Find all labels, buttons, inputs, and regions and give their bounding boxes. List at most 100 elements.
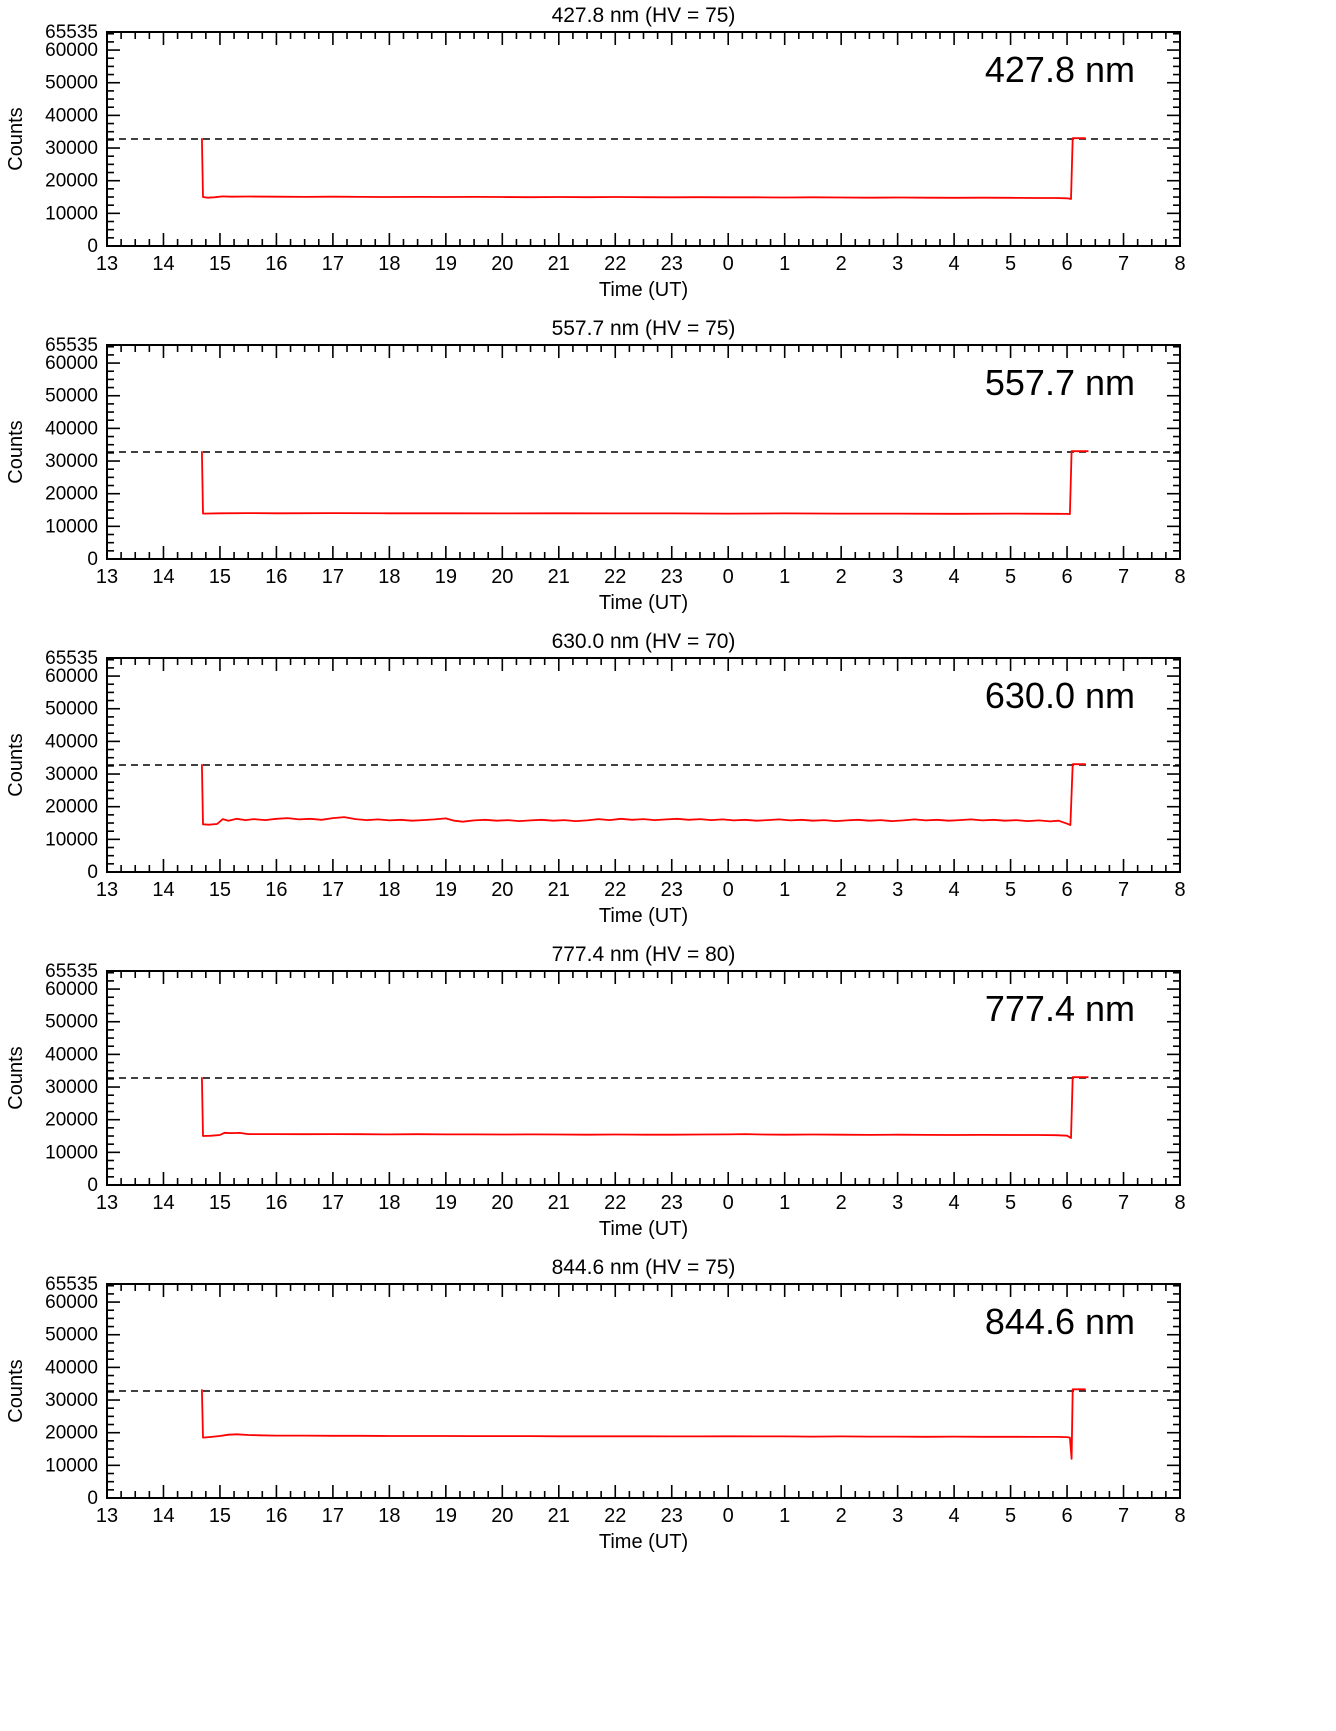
y-tick-label: 50000: [45, 73, 98, 94]
x-tick-label: 6: [1061, 879, 1072, 901]
x-tick-label: 18: [378, 253, 400, 275]
x-tick-label: 22: [604, 1192, 626, 1214]
x-tick-label: 16: [265, 879, 287, 901]
x-tick-label: 5: [1005, 879, 1016, 901]
x-tick-label: 4: [949, 566, 960, 588]
x-tick-label: 23: [661, 879, 683, 901]
x-tick-label: 7: [1118, 253, 1129, 275]
x-tick-label: 14: [152, 1505, 174, 1527]
chart-panel-630-0nm: 0 10000 20000 30000 40000 50000 60000 65535 13 14…: [0, 626, 1336, 939]
trace-line: [201, 763, 1086, 826]
y-tick-label: 20000: [45, 484, 98, 505]
x-tick-label: 3: [892, 1192, 903, 1214]
x-tick-label: 7: [1118, 566, 1129, 588]
y-tick-label: 20000: [45, 171, 98, 192]
x-tick-label: 19: [435, 1192, 457, 1214]
x-tick-label: 3: [892, 253, 903, 275]
wavelength-label: 427.8 nm: [985, 49, 1135, 90]
x-tick-label: 23: [661, 1505, 683, 1527]
x-tick-label: 0: [723, 566, 734, 588]
y-tick-label: 30000: [45, 1390, 98, 1411]
x-tick-label: 2: [836, 879, 847, 901]
x-tick-label: 19: [435, 253, 457, 275]
trace-line: [201, 450, 1089, 516]
x-tick-label: 19: [435, 1505, 457, 1527]
x-tick-label: 7: [1118, 1505, 1129, 1527]
y-tick-label: 60000: [45, 979, 98, 1000]
chart-panel-557-7nm: 0 10000 20000 30000 40000 50000 60000 65535 13 14…: [0, 313, 1336, 626]
y-axis-label: Counts: [5, 1359, 27, 1422]
x-tick-label: 22: [604, 253, 626, 275]
y-tick-label: 40000: [45, 105, 98, 126]
x-tick-label: 17: [322, 879, 344, 901]
x-tick-label: 3: [892, 566, 903, 588]
x-tick-label: 17: [322, 1505, 344, 1527]
x-axis-label: Time (UT): [599, 1218, 688, 1240]
x-tick-label: 17: [322, 253, 344, 275]
y-tick-label: 65535: [45, 1274, 98, 1295]
y-tick-label: 60000: [45, 40, 98, 61]
panel-title: 557.7 nm (HV = 75): [552, 317, 736, 340]
x-tick-label: 20: [491, 1192, 513, 1214]
x-tick-label: 1: [779, 879, 790, 901]
y-tick-label: 0: [87, 1488, 98, 1509]
x-tick-label: 8: [1174, 1505, 1185, 1527]
x-axis-label: Time (UT): [599, 592, 688, 614]
y-axis-label: Counts: [5, 1046, 27, 1109]
y-tick-label: 20000: [45, 1110, 98, 1131]
x-tick-label: 1: [779, 566, 790, 588]
y-tick-label: 40000: [45, 418, 98, 439]
x-tick-label: 15: [209, 1505, 231, 1527]
y-tick-label: 10000: [45, 829, 98, 850]
y-tick-label: 10000: [45, 516, 98, 537]
x-tick-label: 21: [548, 1192, 570, 1214]
x-tick-label: 0: [723, 1192, 734, 1214]
x-tick-label: 13: [96, 253, 118, 275]
x-tick-label: 8: [1174, 253, 1185, 275]
x-tick-label: 13: [96, 879, 118, 901]
chart-panel-427-8nm: 0 10000 20000 30000 40000 50000 60000 65535 13 14…: [0, 0, 1336, 313]
x-tick-label: 22: [604, 566, 626, 588]
chart-panel-777-4nm: 0 10000 20000 30000 40000 50000 60000 65535 13 14…: [0, 939, 1336, 1252]
x-tick-label: 19: [435, 566, 457, 588]
y-tick-label: 40000: [45, 1357, 98, 1378]
wavelength-label: 557.7 nm: [985, 362, 1135, 403]
y-tick-label: 30000: [45, 138, 98, 159]
x-tick-label: 2: [836, 566, 847, 588]
x-tick-label: 8: [1174, 566, 1185, 588]
x-tick-label: 5: [1005, 253, 1016, 275]
x-tick-label: 3: [892, 879, 903, 901]
x-axis-label: Time (UT): [599, 1531, 688, 1553]
y-tick-label: 60000: [45, 666, 98, 687]
x-tick-label: 4: [949, 1505, 960, 1527]
y-tick-label: 40000: [45, 731, 98, 752]
x-tick-label: 23: [661, 566, 683, 588]
x-tick-label: 13: [96, 1192, 118, 1214]
x-tick-label: 16: [265, 566, 287, 588]
y-tick-label: 10000: [45, 203, 98, 224]
x-tick-label: 20: [491, 253, 513, 275]
y-tick-label: 40000: [45, 1044, 98, 1065]
y-axis-label: Counts: [5, 733, 27, 796]
y-tick-label: 50000: [45, 699, 98, 720]
panel-title: 844.6 nm (HV = 75): [552, 1256, 736, 1279]
x-tick-label: 1: [779, 1192, 790, 1214]
panel-title: 630.0 nm (HV = 70): [552, 630, 736, 653]
x-tick-label: 17: [322, 1192, 344, 1214]
y-tick-label: 20000: [45, 797, 98, 818]
x-tick-label: 5: [1005, 566, 1016, 588]
y-tick-label: 20000: [45, 1423, 98, 1444]
panel-title: 427.8 nm (HV = 75): [552, 4, 736, 27]
y-tick-label: 0: [87, 236, 98, 257]
x-tick-label: 5: [1005, 1192, 1016, 1214]
x-tick-label: 22: [604, 1505, 626, 1527]
x-tick-label: 18: [378, 1192, 400, 1214]
wavelength-label: 777.4 nm: [985, 988, 1135, 1029]
x-tick-label: 5: [1005, 1505, 1016, 1527]
x-tick-label: 23: [661, 1192, 683, 1214]
x-tick-label: 16: [265, 253, 287, 275]
